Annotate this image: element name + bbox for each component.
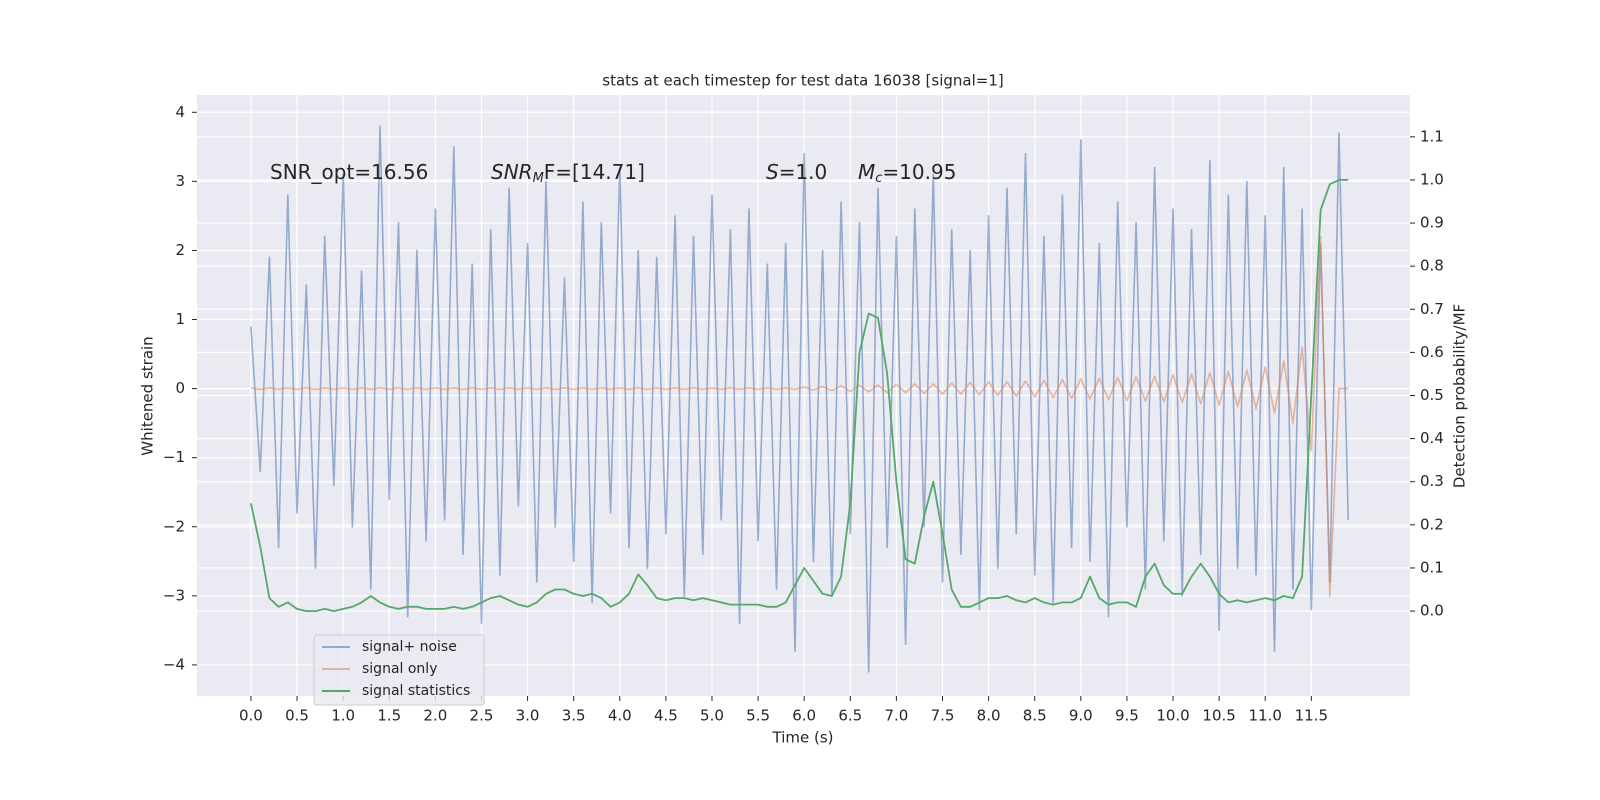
x-tick-label: 3.0 [516, 707, 540, 725]
y2-tick-label: 1.1 [1420, 127, 1444, 145]
x-tick-label: 0.0 [239, 707, 263, 725]
y-tick-label: 0 [175, 379, 185, 397]
y-tick-label: −1 [163, 448, 185, 466]
annotation: SNRMF=[14.71] [491, 160, 645, 186]
y2-tick-label: 0.9 [1420, 214, 1444, 232]
legend-label: signal only [362, 661, 437, 677]
marks [250, 125, 1349, 673]
x-tick-label: 6.5 [838, 707, 862, 725]
y2-axis-label: Detection probability/MF [1451, 304, 1469, 488]
x-tick-label: 1.5 [377, 707, 401, 725]
annotation-math: M [858, 160, 875, 184]
x-tick-label: 5.0 [700, 707, 724, 725]
y-tick-label: 4 [175, 103, 185, 121]
annotation-text: SNR_opt=16.56 [270, 160, 428, 184]
y-tick-label: −4 [163, 655, 185, 673]
x-tick-label: 4.0 [608, 707, 632, 725]
x-tick-label: 8.5 [1023, 707, 1047, 725]
series-line [250, 235, 1349, 597]
axes: 0.0 0.5 1.0 1.5 2.0 2.5 3.0 3.5 4.0 4.5 5.0 5.5 6.0 6… [163, 103, 1444, 725]
x-tick-label: 9.0 [1069, 707, 1093, 725]
y2-tick-label: 0.8 [1420, 257, 1444, 275]
legend-label: signal+ noise [362, 639, 457, 655]
y2-tick-label: 0.7 [1420, 300, 1444, 318]
y2-tick-label: 0.1 [1420, 558, 1444, 576]
y-tick-label: 2 [175, 241, 185, 259]
x-tick-label: 7.5 [931, 707, 955, 725]
y2-tick-label: 0.6 [1420, 343, 1444, 361]
y-tick-label: −3 [163, 586, 185, 604]
x-tick-label: 1.0 [331, 707, 355, 725]
y2-tick-label: 0.3 [1420, 472, 1444, 490]
annotation-math: S [766, 160, 779, 184]
x-tick-label: 10.0 [1156, 707, 1189, 725]
y-tick-label: 1 [175, 310, 185, 328]
x-tick-label: 11.5 [1295, 707, 1328, 725]
series-line [250, 179, 1349, 612]
annotation-text: =10.95 [882, 160, 956, 184]
annotation: SNR_opt=16.56 [270, 160, 428, 184]
y-axis-label: Whitened strain [139, 336, 157, 455]
x-tick-label: 2.0 [423, 707, 447, 725]
series-line [250, 125, 1349, 673]
x-tick-label: 9.5 [1115, 707, 1139, 725]
x-tick-label: 0.5 [285, 707, 309, 725]
x-tick-label: 8.0 [977, 707, 1001, 725]
x-tick-label: 10.5 [1202, 707, 1235, 725]
x-tick-label: 6.0 [792, 707, 816, 725]
x-tick-label: 2.5 [470, 707, 494, 725]
x-tick-label: 5.5 [746, 707, 770, 725]
x-tick-label: 4.5 [654, 707, 678, 725]
y-tick-label: −2 [163, 517, 185, 535]
y2-tick-label: 0.0 [1420, 602, 1444, 620]
x-tick-label: 3.5 [562, 707, 586, 725]
x-tick-label: 7.0 [884, 707, 908, 725]
annotation: Mc=10.95 [858, 160, 956, 186]
y2-tick-label: 0.4 [1420, 429, 1444, 447]
annotation-text: F=[14.71] [544, 160, 645, 184]
annotation-text: =1.0 [779, 160, 828, 184]
y2-tick-label: 0.2 [1420, 515, 1444, 533]
chart-title: stats at each timestep for test data 160… [602, 72, 1003, 90]
annotation-math: SNR [491, 160, 533, 184]
annotation-sub: M [533, 171, 544, 186]
x-axis-label: Time (s) [772, 729, 834, 747]
legend-box [313, 634, 485, 706]
x-tick-label: 11.0 [1249, 707, 1282, 725]
y2-tick-label: 1.0 [1420, 170, 1444, 188]
annotation-sub: c [875, 171, 882, 186]
legend: signal+ noise signal only signal statistic… [313, 634, 485, 706]
y2-tick-label: 0.5 [1420, 386, 1444, 404]
y-tick-label: 3 [175, 172, 185, 190]
legend-label: signal statistics [362, 683, 470, 699]
annotation: S=1.0 [766, 160, 827, 184]
